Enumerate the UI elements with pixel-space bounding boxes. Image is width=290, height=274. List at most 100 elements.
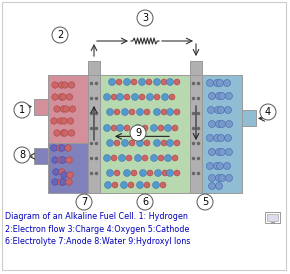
- FancyBboxPatch shape: [265, 212, 280, 223]
- Circle shape: [144, 182, 150, 188]
- Text: 3: 3: [142, 13, 148, 23]
- Circle shape: [144, 140, 150, 146]
- Circle shape: [217, 79, 224, 87]
- Circle shape: [166, 109, 173, 116]
- Circle shape: [161, 140, 167, 146]
- Circle shape: [162, 170, 168, 176]
- Circle shape: [226, 93, 233, 99]
- Circle shape: [126, 155, 132, 161]
- Circle shape: [154, 94, 160, 100]
- Circle shape: [52, 179, 58, 185]
- Circle shape: [58, 82, 65, 88]
- Circle shape: [114, 109, 120, 115]
- Circle shape: [166, 78, 173, 85]
- Circle shape: [68, 130, 75, 136]
- Circle shape: [213, 135, 220, 141]
- Circle shape: [66, 94, 73, 100]
- Circle shape: [215, 93, 222, 99]
- Circle shape: [142, 155, 148, 161]
- Circle shape: [164, 124, 171, 132]
- FancyBboxPatch shape: [190, 75, 202, 193]
- Circle shape: [108, 78, 115, 85]
- Circle shape: [213, 79, 220, 87]
- Circle shape: [218, 107, 224, 113]
- Circle shape: [153, 181, 160, 189]
- FancyBboxPatch shape: [34, 148, 48, 164]
- Circle shape: [131, 93, 139, 101]
- Circle shape: [54, 106, 60, 112]
- Circle shape: [58, 94, 65, 100]
- Circle shape: [153, 78, 160, 85]
- Circle shape: [53, 169, 59, 175]
- Circle shape: [226, 175, 233, 181]
- Circle shape: [114, 170, 120, 176]
- Circle shape: [160, 182, 166, 188]
- Circle shape: [66, 179, 72, 185]
- Circle shape: [60, 179, 66, 185]
- Circle shape: [57, 118, 64, 124]
- Circle shape: [172, 125, 178, 131]
- Circle shape: [164, 155, 171, 161]
- Circle shape: [174, 140, 180, 146]
- Text: 8: 8: [19, 150, 25, 160]
- Circle shape: [58, 179, 64, 185]
- Circle shape: [209, 93, 215, 99]
- Circle shape: [174, 109, 180, 115]
- Circle shape: [151, 124, 157, 132]
- Circle shape: [169, 94, 175, 100]
- Circle shape: [218, 93, 226, 99]
- Circle shape: [14, 147, 30, 163]
- Circle shape: [162, 93, 168, 101]
- Circle shape: [151, 155, 157, 161]
- Circle shape: [61, 118, 67, 124]
- Circle shape: [155, 170, 162, 176]
- Text: 7: 7: [81, 197, 87, 207]
- Circle shape: [112, 182, 118, 188]
- Circle shape: [57, 145, 63, 151]
- Circle shape: [60, 157, 66, 163]
- Circle shape: [226, 121, 233, 127]
- FancyBboxPatch shape: [190, 61, 202, 75]
- Circle shape: [76, 194, 92, 210]
- Circle shape: [66, 157, 72, 163]
- Circle shape: [215, 149, 222, 156]
- Circle shape: [206, 135, 213, 141]
- Circle shape: [106, 139, 113, 147]
- Circle shape: [121, 181, 128, 189]
- FancyBboxPatch shape: [267, 213, 278, 221]
- Circle shape: [130, 125, 146, 141]
- Circle shape: [52, 27, 68, 43]
- Circle shape: [51, 145, 57, 151]
- Circle shape: [124, 170, 130, 176]
- Circle shape: [166, 139, 173, 147]
- Circle shape: [67, 172, 73, 178]
- Text: 4: 4: [265, 107, 271, 117]
- Circle shape: [59, 169, 65, 175]
- Circle shape: [52, 157, 58, 163]
- Circle shape: [104, 155, 110, 161]
- Circle shape: [137, 181, 144, 189]
- Circle shape: [139, 78, 146, 85]
- Circle shape: [14, 102, 30, 118]
- Circle shape: [215, 107, 222, 113]
- Circle shape: [135, 124, 142, 132]
- Circle shape: [106, 170, 113, 176]
- Circle shape: [119, 155, 126, 161]
- Circle shape: [135, 155, 142, 161]
- Circle shape: [137, 109, 144, 116]
- Circle shape: [206, 162, 213, 170]
- Circle shape: [114, 140, 120, 146]
- Circle shape: [142, 125, 148, 131]
- Circle shape: [129, 109, 135, 115]
- Circle shape: [61, 172, 67, 178]
- Circle shape: [209, 182, 215, 190]
- Circle shape: [131, 79, 137, 85]
- Circle shape: [111, 94, 117, 100]
- Circle shape: [104, 93, 110, 101]
- Circle shape: [128, 182, 134, 188]
- Circle shape: [137, 10, 153, 26]
- FancyBboxPatch shape: [48, 144, 88, 193]
- Circle shape: [209, 121, 215, 127]
- Circle shape: [59, 145, 65, 151]
- Circle shape: [52, 94, 58, 100]
